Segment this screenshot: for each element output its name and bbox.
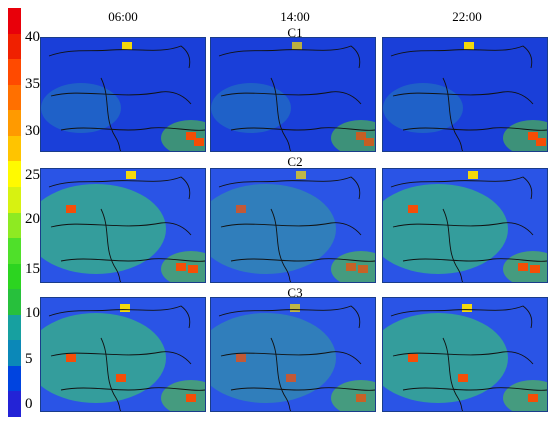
colorbar-segment: [8, 263, 21, 290]
map-panel: [210, 37, 376, 152]
border-line: [392, 351, 534, 365]
column-heading-2200: 22:00: [452, 9, 482, 24]
tick-20: 20: [25, 211, 40, 227]
colorbar-segment: [8, 160, 21, 187]
tick-40: 40: [25, 29, 40, 45]
border-line: [48, 305, 191, 329]
border-line: [48, 176, 191, 200]
border-line: [402, 127, 547, 131]
colorbar-segment: [8, 109, 21, 136]
colorbar: [8, 7, 21, 417]
heat-map: [383, 298, 547, 411]
border-line: [100, 208, 122, 282]
tick-25: 25: [25, 167, 40, 183]
border-line: [270, 208, 292, 282]
map-panel: [210, 168, 376, 283]
heat-map: [211, 38, 375, 151]
heat-map: [41, 298, 205, 411]
colorbar-segment: [8, 212, 21, 239]
colorbar-segment: [8, 135, 21, 162]
map-panel: [40, 37, 206, 152]
border-line: [392, 91, 534, 105]
colorbar-segment: [8, 339, 21, 366]
border-line: [220, 351, 362, 365]
border-line: [442, 208, 464, 282]
border-line: [48, 45, 191, 69]
border-line: [270, 77, 292, 151]
border-line: [220, 91, 362, 105]
border-line: [442, 337, 464, 411]
colorbar-segment: [8, 390, 21, 417]
heat-map: [41, 38, 205, 151]
row-label-c2: C2: [287, 154, 303, 169]
tick-30: 30: [25, 123, 40, 139]
map-panel: [382, 168, 548, 283]
border-line: [220, 222, 362, 236]
border-line: [270, 337, 292, 411]
border-line: [390, 305, 533, 329]
border-line: [218, 45, 361, 69]
colorbar-segment: [8, 288, 21, 315]
column-heading-1400: 14:00: [280, 9, 310, 24]
colorbar-segment: [8, 84, 21, 111]
border-line: [230, 127, 375, 131]
colorbar-segment: [8, 365, 21, 392]
tick-35: 35: [25, 76, 40, 92]
tick-5: 5: [25, 351, 33, 367]
column-heading-0600: 06:00: [108, 9, 138, 24]
tick-10: 10: [25, 305, 40, 321]
border-line: [230, 258, 375, 262]
border-line: [218, 305, 361, 329]
colorbar-segment: [8, 7, 21, 34]
map-panel: [382, 297, 548, 412]
heat-map: [211, 298, 375, 411]
heat-map: [41, 169, 205, 282]
border-line: [402, 387, 547, 391]
border-line: [218, 176, 361, 200]
border-line: [230, 387, 375, 391]
border-line: [50, 222, 192, 236]
row-label-c1: C1: [287, 25, 303, 40]
colorbar-segment: [8, 33, 21, 60]
heat-map: [211, 169, 375, 282]
tick-15: 15: [25, 261, 40, 277]
map-panel: [40, 168, 206, 283]
border-line: [60, 387, 205, 391]
map-panel: [382, 37, 548, 152]
border-line: [390, 45, 533, 69]
border-line: [50, 91, 192, 105]
heat-map: [383, 169, 547, 282]
heat-map: [383, 38, 547, 151]
colorbar-segment: [8, 58, 21, 85]
colorbar-segment: [8, 186, 21, 213]
border-line: [60, 258, 205, 262]
border-line: [50, 351, 192, 365]
colorbar-segment: [8, 237, 21, 264]
colorbar-segment: [8, 314, 21, 341]
border-line: [392, 222, 534, 236]
map-panel: [40, 297, 206, 412]
border-line: [390, 176, 533, 200]
row-label-c3: C3: [287, 285, 303, 300]
tick-0: 0: [25, 396, 33, 412]
border-line: [100, 337, 122, 411]
border-line: [402, 258, 547, 262]
border-line: [100, 77, 122, 151]
border-line: [442, 77, 464, 151]
map-panel: [210, 297, 376, 412]
border-line: [60, 127, 205, 131]
